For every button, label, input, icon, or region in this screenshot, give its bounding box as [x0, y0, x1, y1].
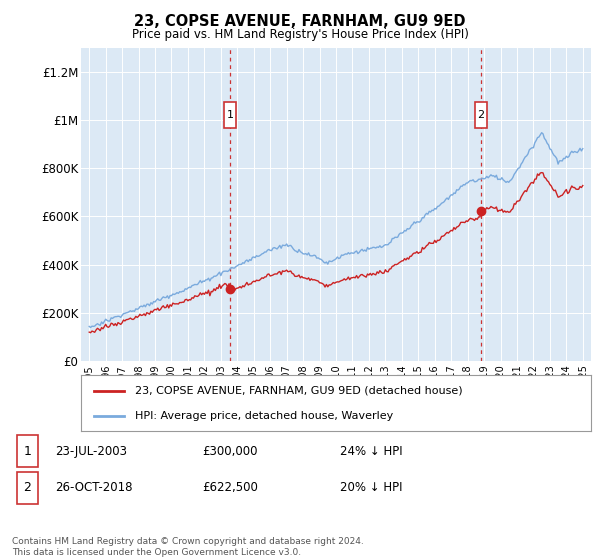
Text: 20% ↓ HPI: 20% ↓ HPI	[340, 482, 403, 494]
FancyBboxPatch shape	[224, 102, 236, 128]
Text: 24% ↓ HPI: 24% ↓ HPI	[340, 445, 403, 458]
Text: 23, COPSE AVENUE, FARNHAM, GU9 9ED (detached house): 23, COPSE AVENUE, FARNHAM, GU9 9ED (deta…	[134, 386, 462, 396]
Text: 2: 2	[23, 482, 31, 494]
Text: £300,000: £300,000	[202, 445, 257, 458]
Text: Contains HM Land Registry data © Crown copyright and database right 2024.
This d: Contains HM Land Registry data © Crown c…	[12, 537, 364, 557]
FancyBboxPatch shape	[475, 102, 487, 128]
Text: Price paid vs. HM Land Registry's House Price Index (HPI): Price paid vs. HM Land Registry's House …	[131, 28, 469, 41]
Text: 2: 2	[478, 110, 485, 120]
Text: 1: 1	[226, 110, 233, 120]
FancyBboxPatch shape	[17, 436, 38, 468]
Text: 26-OCT-2018: 26-OCT-2018	[55, 482, 133, 494]
Text: HPI: Average price, detached house, Waverley: HPI: Average price, detached house, Wave…	[134, 410, 393, 421]
Text: 1: 1	[23, 445, 31, 458]
FancyBboxPatch shape	[17, 472, 38, 504]
Text: 23, COPSE AVENUE, FARNHAM, GU9 9ED: 23, COPSE AVENUE, FARNHAM, GU9 9ED	[134, 14, 466, 29]
Text: 23-JUL-2003: 23-JUL-2003	[55, 445, 127, 458]
Text: £622,500: £622,500	[202, 482, 258, 494]
